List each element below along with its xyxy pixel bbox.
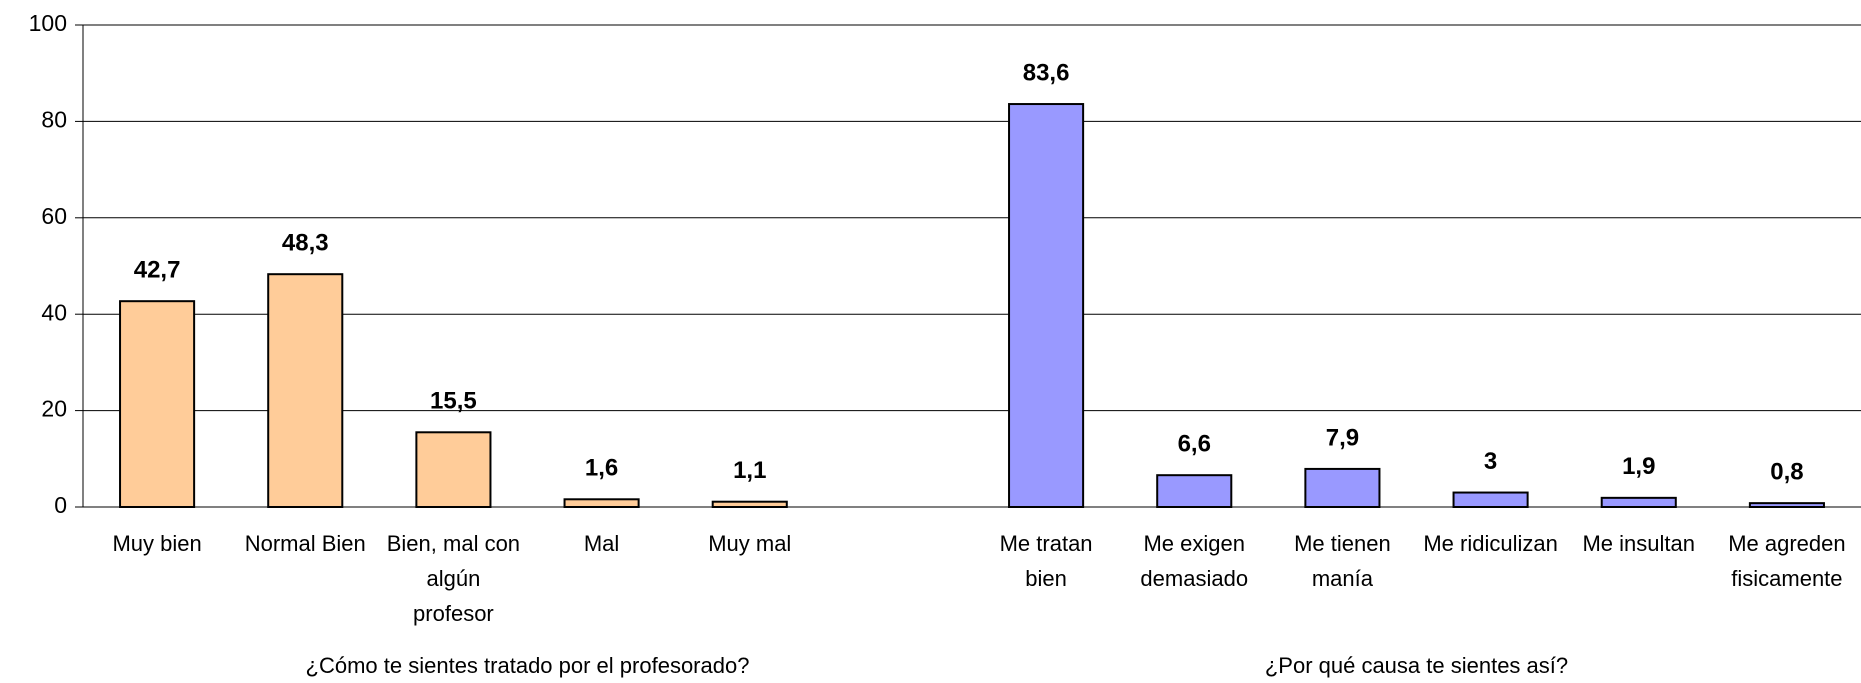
y-tick-label: 80 [41,106,67,132]
value-label: 48,3 [282,230,329,257]
x-tick-label: Me ridiculizan [1423,531,1558,556]
x-tick-label: Me exigen demasiado [1140,531,1249,591]
y-tick-label: 0 [54,492,67,518]
x-tick-label: Me insultan [1582,531,1695,556]
group-label: ¿Por qué causa te sientes así? [1264,653,1569,678]
value-label: 42,7 [134,257,181,284]
bar [267,273,344,508]
y-tick-label: 60 [41,203,67,229]
bar [1304,467,1381,508]
value-label: 1,1 [733,457,766,484]
x-tick-label: Me tratan bien [999,531,1093,591]
value-label: 7,9 [1326,424,1359,451]
bar [1748,502,1825,509]
bar [1452,491,1529,509]
x-tick-label: Muy bien [112,531,202,556]
x-tick-label: Bien, mal con algún profesor [386,531,521,626]
value-label: 1,6 [585,455,618,482]
bar [1156,474,1233,508]
x-tick-label: Me tienen manía [1294,531,1391,591]
value-label: 0,8 [1770,458,1803,485]
bar [119,300,196,508]
bar [415,431,492,509]
bar [711,500,788,508]
bar [1008,103,1085,508]
value-label: 15,5 [430,388,477,415]
value-label: 3 [1484,448,1497,475]
value-label: 1,9 [1622,453,1655,480]
y-tick-label: 100 [29,10,67,36]
x-tick-label: Me agreden fisicamente [1728,531,1846,591]
x-tick-label: Mal [583,531,620,556]
x-tick-label: Normal Bien [244,531,366,556]
value-label: 83,6 [1023,59,1070,86]
x-tick-label: Muy mal [708,531,792,556]
bar [563,498,640,508]
group-label: ¿Cómo te sientes tratado por el profesor… [305,653,750,678]
value-label: 6,6 [1178,431,1211,458]
bar [1600,496,1677,509]
y-tick-label: 20 [41,396,67,422]
y-tick-label: 40 [41,299,67,325]
